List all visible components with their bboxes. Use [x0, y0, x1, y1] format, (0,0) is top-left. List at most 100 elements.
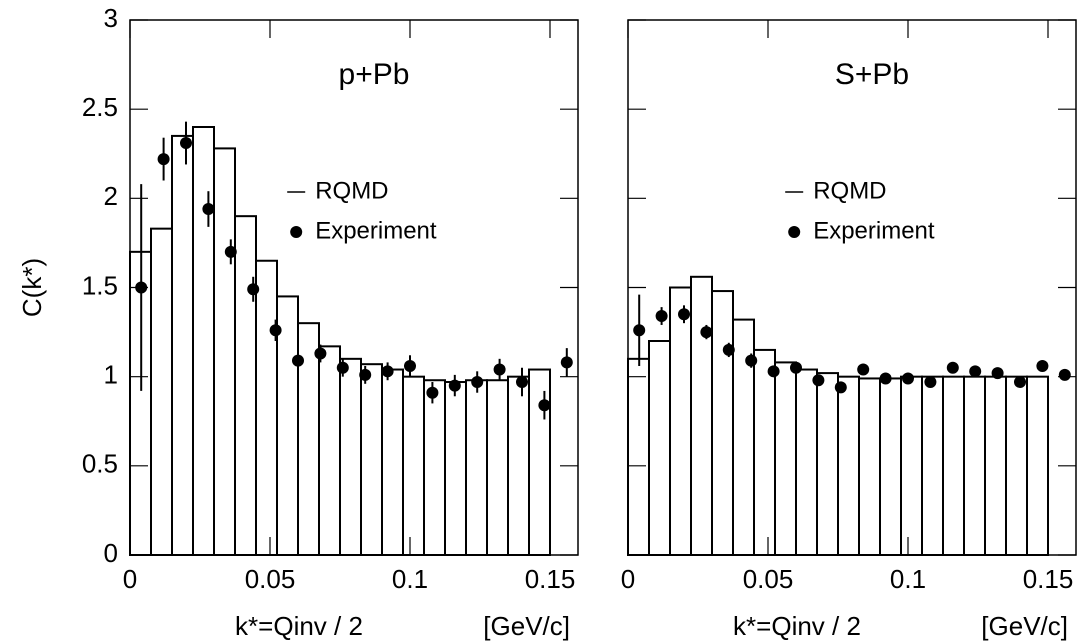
data-point	[247, 283, 260, 296]
data-point	[224, 245, 237, 258]
data-point	[381, 365, 394, 378]
hist-bar	[444, 381, 467, 556]
data-point	[857, 363, 870, 376]
y-tick-label: 0.5	[82, 449, 118, 479]
hist-bar	[879, 377, 902, 557]
x-tick-label: 0.05	[743, 564, 794, 594]
hist-bar	[690, 275, 713, 556]
x-tick-label: 0.15	[1023, 564, 1074, 594]
hist-bar	[648, 340, 671, 556]
hist-bar	[774, 361, 797, 556]
x-tick-label: 0	[621, 564, 635, 594]
data-point	[269, 324, 282, 337]
hist-bar	[669, 286, 692, 556]
x-tick-label: 0	[123, 564, 137, 594]
hist-bar	[402, 375, 425, 556]
y-tick-label: 2	[104, 181, 118, 211]
y-tick-label: 3	[104, 3, 118, 33]
data-point	[633, 324, 646, 337]
x-tick-label: 0.1	[392, 564, 428, 594]
data-point	[924, 376, 937, 389]
hist-bar	[360, 363, 383, 556]
legend-label: Experiment	[315, 217, 437, 244]
data-point	[700, 326, 713, 339]
data-point	[359, 368, 372, 381]
hist-bar	[837, 375, 860, 556]
hist-bar	[711, 290, 734, 556]
plot-frame	[627, 19, 1077, 556]
hist-bar	[192, 126, 215, 556]
legend-marker	[788, 226, 801, 238]
hist-bar	[627, 357, 650, 557]
data-point	[426, 386, 439, 399]
data-point	[448, 379, 461, 392]
data-point	[336, 361, 349, 374]
plot-frame	[129, 19, 579, 556]
data-point	[812, 374, 825, 387]
data-point	[991, 367, 1004, 380]
data-point	[292, 354, 304, 367]
panel-title: S+Pb	[835, 58, 909, 91]
hist-bar	[381, 368, 404, 556]
data-point	[516, 376, 528, 389]
data-point	[180, 137, 192, 150]
data-point	[135, 281, 148, 294]
hist-bar	[423, 379, 446, 556]
legend-label: RQMD	[813, 177, 886, 204]
data-point	[493, 363, 506, 376]
hist-bar	[213, 147, 236, 556]
hist-bar	[858, 377, 881, 557]
hist-bar	[921, 375, 944, 556]
hist-bar	[816, 372, 839, 556]
x-tick-label: 0.15	[525, 564, 576, 594]
data-point	[471, 376, 484, 389]
data-point	[1058, 368, 1071, 381]
data-point	[560, 356, 573, 369]
hist-bar	[171, 134, 194, 557]
hist-bar	[276, 295, 299, 556]
x-axis-unit: [GeV/c]	[981, 611, 1068, 641]
legend-label: Experiment	[813, 217, 935, 244]
data-point	[655, 310, 668, 323]
data-point	[834, 381, 847, 394]
data-point	[404, 359, 416, 372]
hist-bar	[318, 345, 341, 556]
hist-bar	[795, 368, 818, 556]
hist-bar	[486, 379, 509, 556]
data-point	[902, 372, 914, 385]
hist-bar	[1005, 375, 1028, 556]
x-axis-unit: [GeV/c]	[483, 611, 570, 641]
data-point	[969, 365, 982, 378]
x-axis-label: k*=Qinv / 2	[733, 611, 861, 641]
panel-title: p+Pb	[339, 58, 410, 91]
legend-label: RQMD	[315, 177, 388, 204]
x-tick-label: 0.1	[890, 564, 926, 594]
data-point	[678, 308, 690, 321]
x-tick-label: 0.05	[245, 564, 296, 594]
hist-bar	[339, 357, 362, 557]
y-axis-label: C(k*)	[17, 258, 47, 317]
data-point	[157, 153, 170, 166]
data-point	[745, 354, 758, 367]
legend-marker	[290, 226, 303, 238]
data-point	[879, 372, 892, 385]
y-tick-label: 1	[104, 360, 118, 390]
hist-bar	[942, 375, 965, 556]
hist-bar	[234, 215, 257, 557]
hist-bar	[753, 348, 776, 556]
data-point	[1014, 376, 1026, 389]
y-tick-label: 1.5	[82, 270, 118, 300]
data-point	[946, 361, 959, 374]
data-point	[314, 347, 327, 360]
data-point	[790, 361, 802, 374]
hist-bar	[255, 259, 278, 556]
data-point	[722, 343, 735, 356]
hist-bar	[900, 375, 923, 556]
hist-bar	[963, 375, 986, 556]
data-point	[538, 399, 551, 412]
hist-bar	[507, 375, 530, 556]
data-point	[202, 203, 215, 216]
hist-bar	[528, 368, 551, 556]
y-tick-label: 2.5	[82, 92, 118, 122]
